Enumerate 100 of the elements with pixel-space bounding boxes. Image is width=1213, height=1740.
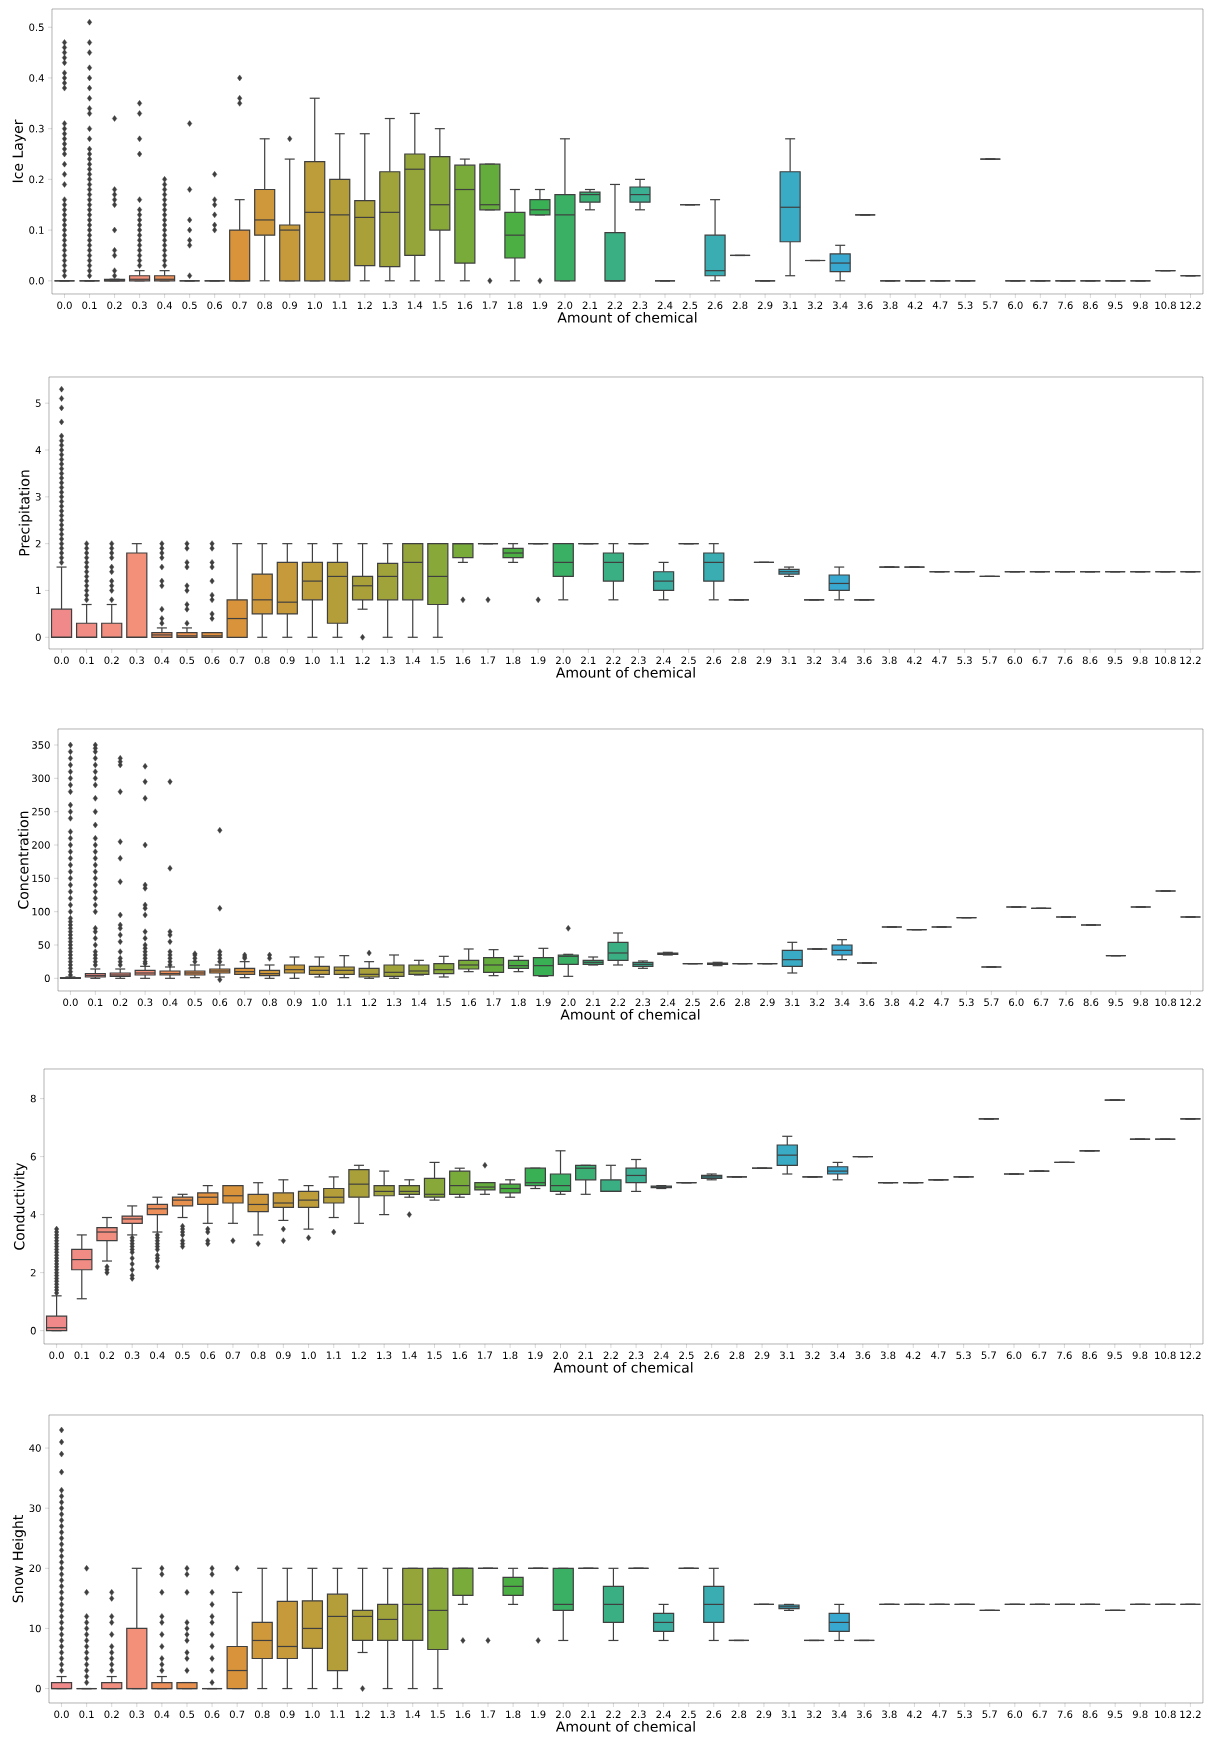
- x-tick-label: 0.6: [212, 998, 228, 1007]
- x-tick-label: 1.7: [486, 998, 501, 1006]
- x-tick-label: 9.8: [1132, 656, 1148, 665]
- x-tick-label: 0.5: [179, 1710, 195, 1719]
- y-tick-label: 0: [30, 1326, 36, 1335]
- x-tick-label: 2.8: [729, 1351, 745, 1360]
- x-tick-label: 1.3: [382, 301, 397, 310]
- x-tick-label: 0.0: [63, 998, 78, 1007]
- x-tick-label: 0.9: [280, 656, 295, 665]
- x-tick-label: 1.5: [430, 1710, 445, 1718]
- x-tick-label: 7.6: [1058, 998, 1074, 1007]
- x-tick-label: 1.5: [432, 301, 447, 309]
- x-tick-label: 4.7: [932, 301, 948, 309]
- x-tick-label: 1.0: [307, 301, 323, 310]
- x-tick-label: 0.2: [107, 301, 122, 310]
- x-tick-label: 0.6: [200, 1351, 216, 1360]
- x-tick-label: 1.6: [461, 998, 477, 1007]
- y-tick-label: 40: [29, 1444, 41, 1452]
- x-tick-label: 2.6: [706, 656, 722, 665]
- y-tick-label: 8: [30, 1094, 36, 1103]
- x-tick-label: 2.3: [631, 1710, 646, 1719]
- y-tick-label: 4: [35, 446, 41, 454]
- x-tick-label: 5.3: [959, 998, 974, 1007]
- x-tick-label: 6.7: [1033, 301, 1048, 310]
- y-tick-label: 0.4: [29, 74, 44, 82]
- y-tick-label: 0: [35, 1684, 41, 1693]
- x-tick-label: 0.4: [157, 301, 172, 310]
- x-tick-label: 1.2: [355, 1710, 370, 1718]
- x-tick-label: 2.4: [660, 998, 676, 1006]
- y-tick-label: 300: [32, 774, 50, 783]
- x-tick-label: 0.5: [175, 1351, 190, 1360]
- x-tick-label: 1.7: [481, 1710, 496, 1718]
- x-tick-label: 1.3: [377, 1351, 392, 1360]
- x-tick-label: 2.3: [632, 301, 648, 310]
- x-tick-label: 0.3: [132, 301, 147, 310]
- x-tick-label: 12.2: [1180, 656, 1201, 664]
- x-tick-label: 1.7: [483, 301, 497, 309]
- x-tick-label: 3.4: [832, 1710, 847, 1719]
- x-tick-label: 0.0: [57, 301, 72, 310]
- y-tick-label: 50: [38, 941, 50, 949]
- x-tick-label: 0.3: [124, 1351, 140, 1360]
- x-tick-label: 0.8: [254, 1710, 270, 1719]
- x-tick-label: 1.8: [511, 998, 526, 1007]
- x-tick-label: 2.0: [556, 1710, 571, 1719]
- x-tick-label: 1.1: [330, 1710, 345, 1718]
- x-tick-label: 2.9: [756, 1710, 772, 1719]
- y-tick-label: 2: [35, 539, 41, 548]
- x-tick-label: 10.8: [1155, 998, 1177, 1007]
- x-tick-label: 3.8: [882, 1710, 897, 1719]
- x-tick-label: 6.0: [1007, 1710, 1023, 1719]
- x-tick-label: 0.0: [54, 1710, 69, 1719]
- x-tick-label: 0.2: [99, 1351, 114, 1360]
- x-tick-label: 1.1: [330, 656, 345, 664]
- x-tick-label: 1.1: [337, 998, 352, 1006]
- x-tick-label: 2.1: [581, 1710, 596, 1718]
- x-tick-label: 1.3: [380, 1710, 395, 1719]
- x-tick-label: 3.4: [832, 656, 847, 665]
- x-tick-label: 8.6: [1082, 1710, 1098, 1719]
- x-tick-label: 2.8: [731, 656, 747, 665]
- y-tick-label: 150: [32, 874, 50, 883]
- x-tick-label: 1.8: [508, 301, 523, 310]
- y-tick-label: 20: [29, 1564, 41, 1573]
- x-tick-label: 2.3: [631, 656, 646, 665]
- x-tick-label: 0.9: [276, 1351, 291, 1360]
- x-tick-label: 2.9: [757, 301, 773, 310]
- x-tick-label: 3.1: [782, 301, 798, 310]
- x-tick-label: 1.2: [352, 1351, 366, 1359]
- x-tick-label: 2.8: [732, 301, 748, 310]
- x-tick-label: 12.2: [1180, 1710, 1201, 1718]
- x-tick-label: 2.5: [682, 301, 698, 310]
- y-axis-title: Snow Height: [12, 1515, 26, 1603]
- x-tick-label: 0.3: [129, 656, 144, 665]
- x-tick-label: 3.6: [857, 656, 872, 665]
- x-tick-label: 7.6: [1057, 1710, 1073, 1719]
- x-tick-label: 1.2: [355, 656, 370, 664]
- x-tick-label: 7.6: [1057, 656, 1073, 665]
- y-tick-label: 0.5: [29, 23, 44, 32]
- x-tick-label: 7.6: [1058, 301, 1073, 310]
- x-tick-label: 4.7: [932, 656, 947, 664]
- x-tick-label: 0.1: [88, 998, 103, 1007]
- x-tick-label: 0.4: [150, 1351, 165, 1360]
- x-tick-label: 0.8: [257, 301, 272, 310]
- x-tick-label: 3.2: [807, 301, 823, 310]
- x-tick-label: 1.9: [528, 1351, 543, 1360]
- x-tick-label: 2.4: [657, 301, 673, 309]
- y-tick-label: 100: [32, 907, 50, 916]
- x-tick-label: 9.5: [1108, 998, 1123, 1007]
- y-tick-label: 10: [29, 1624, 41, 1633]
- x-tick-label: 12.2: [1180, 998, 1201, 1006]
- x-tick-label: 5.7: [981, 1351, 996, 1359]
- x-tick-label: 3.2: [805, 1351, 820, 1360]
- x-tick-label: 10.8: [1155, 1710, 1176, 1719]
- x-tick-label: 10.8: [1155, 301, 1176, 310]
- x-tick-label: 7.6: [1057, 1351, 1072, 1360]
- x-tick-label: 0.4: [154, 1710, 170, 1719]
- x-tick-label: 3.4: [834, 998, 850, 1007]
- x-tick-label: 2.9: [760, 998, 775, 1007]
- x-tick-label: 6.0: [1009, 998, 1024, 1007]
- x-tick-label: 4.2: [906, 1710, 922, 1718]
- x-tick-label: 1.4: [405, 656, 421, 664]
